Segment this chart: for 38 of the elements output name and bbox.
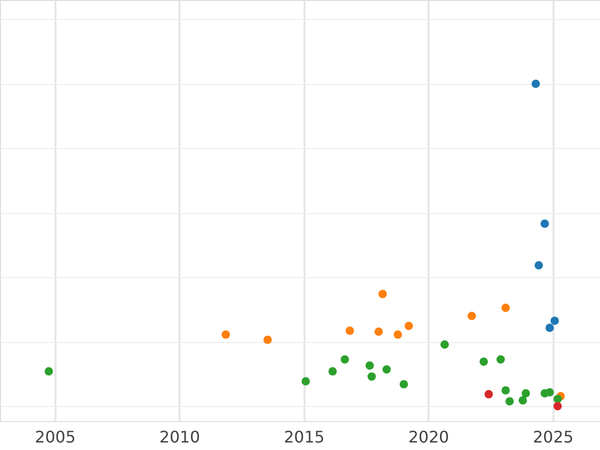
point (394, 330, 402, 339)
point (496, 355, 505, 364)
point (468, 312, 476, 320)
point (340, 355, 349, 364)
x-tick-label: 2020 (408, 428, 450, 446)
point (534, 261, 543, 270)
point (366, 361, 374, 370)
point (440, 340, 449, 349)
point (505, 397, 514, 406)
x-tick-label: 2005 (34, 428, 76, 446)
point (44, 367, 53, 376)
point (374, 328, 383, 336)
point (400, 380, 408, 388)
point (404, 322, 413, 330)
point (263, 336, 272, 344)
point (378, 290, 387, 298)
x-tick-label: 2015 (284, 428, 325, 446)
point (222, 330, 230, 339)
point (368, 372, 376, 381)
point (501, 386, 510, 395)
point (540, 220, 549, 228)
point (302, 377, 310, 386)
point (484, 390, 493, 398)
point (480, 358, 488, 366)
point (532, 80, 540, 88)
point (522, 389, 530, 398)
point (346, 326, 354, 335)
point (546, 388, 554, 396)
point (553, 402, 562, 410)
point (546, 324, 554, 332)
x-tick-label: 2025 (532, 428, 574, 446)
point (553, 394, 562, 404)
point (550, 316, 559, 325)
point (501, 304, 510, 312)
point (518, 396, 528, 405)
point (382, 365, 391, 374)
point (328, 367, 337, 376)
x-tick-label: 2010 (159, 428, 200, 446)
